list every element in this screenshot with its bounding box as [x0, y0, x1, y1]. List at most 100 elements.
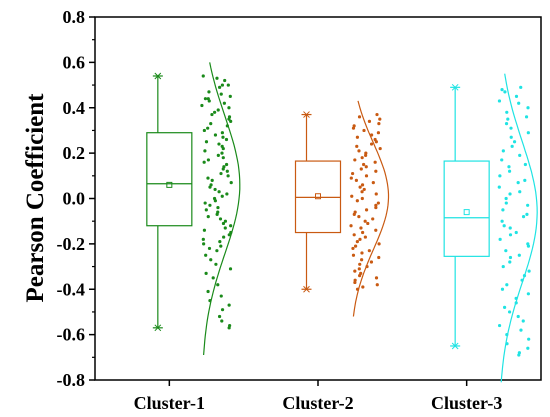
data-point: [201, 237, 205, 241]
box-max-marker: [154, 72, 162, 80]
data-point: [519, 328, 523, 332]
data-point: [501, 264, 505, 269]
data-point: [210, 112, 214, 117]
data-point: [360, 156, 364, 160]
data-point: [355, 199, 359, 203]
data-point: [357, 267, 361, 271]
data-point: [202, 128, 206, 133]
data-point: [502, 224, 506, 228]
box-min-marker: [154, 324, 162, 332]
y-tick-label: -0.6: [57, 325, 86, 345]
data-point: [209, 122, 213, 126]
data-point: [524, 115, 529, 119]
data-point: [507, 165, 511, 169]
data-point: [228, 267, 233, 271]
data-point: [206, 126, 210, 130]
data-point: [525, 212, 529, 216]
data-point: [224, 162, 229, 167]
data-point: [352, 233, 356, 237]
data-point: [360, 251, 364, 255]
data-point: [227, 106, 231, 110]
data-point: [514, 94, 519, 99]
data-point: [207, 90, 211, 94]
data-point: [358, 237, 362, 241]
data-point: [358, 185, 362, 189]
data-point: [376, 201, 380, 205]
data-point: [219, 171, 223, 176]
data-point: [222, 101, 226, 105]
data-point: [229, 119, 233, 123]
data-point: [204, 271, 208, 275]
data-point: [204, 253, 208, 257]
data-point: [518, 190, 522, 194]
x-tick-label: Cluster-2: [282, 393, 353, 413]
data-point: [223, 226, 227, 230]
data-point: [220, 308, 225, 312]
data-point: [216, 108, 220, 112]
data-point: [206, 158, 211, 162]
data-point: [223, 219, 228, 223]
data-point: [497, 99, 502, 103]
data-point: [497, 323, 502, 328]
y-tick-label: -0.4: [57, 279, 86, 299]
x-tick-label: Cluster-3: [431, 393, 502, 413]
data-point: [351, 171, 355, 176]
data-point: [213, 110, 217, 114]
data-point: [502, 305, 507, 309]
data-point: [498, 174, 502, 178]
data-point: [500, 158, 504, 162]
data-point: [374, 192, 378, 196]
data-point: [227, 117, 231, 121]
data-point: [504, 201, 508, 205]
data-point: [505, 110, 509, 114]
data-point: [377, 255, 381, 260]
data-point: [516, 314, 520, 319]
data-point: [363, 235, 367, 239]
data-point: [207, 99, 211, 103]
data-point: [350, 194, 354, 198]
data-point: [362, 162, 366, 167]
data-point: [505, 283, 509, 287]
data-point: [354, 178, 358, 182]
y-tick-label: 0.0: [63, 189, 86, 209]
data-point: [222, 235, 226, 239]
data-point: [229, 181, 233, 185]
data-point: [361, 285, 365, 289]
data-point: [526, 106, 530, 110]
data-point: [355, 144, 359, 148]
data-point: [227, 303, 231, 307]
box-mean-marker: [315, 193, 321, 200]
data-point: [206, 176, 210, 180]
data-point: [504, 196, 508, 201]
data-point: [364, 153, 368, 157]
data-point: [220, 194, 224, 198]
data-point: [200, 103, 204, 108]
data-point: [374, 169, 378, 173]
data-point: [208, 185, 212, 189]
series-2: [294, 100, 390, 317]
data-point: [378, 146, 382, 151]
data-point: [367, 249, 371, 253]
data-point: [510, 144, 514, 148]
data-point: [216, 283, 220, 287]
data-point: [353, 244, 358, 248]
data-point: [203, 201, 207, 205]
series-3: [443, 73, 538, 383]
data-point: [213, 187, 217, 192]
data-point: [366, 221, 370, 226]
density-curve: [352, 100, 390, 317]
data-point: [351, 253, 356, 257]
data-point: [509, 135, 513, 139]
data-point: [377, 122, 381, 126]
data-point: [367, 119, 372, 123]
data-point: [217, 190, 221, 194]
data-point: [526, 244, 531, 248]
data-point: [202, 228, 207, 232]
data-point: [218, 217, 223, 221]
data-point: [213, 199, 217, 203]
data-point: [229, 224, 233, 228]
data-point: [369, 142, 374, 146]
data-point: [374, 228, 378, 232]
data-point: [213, 133, 218, 137]
